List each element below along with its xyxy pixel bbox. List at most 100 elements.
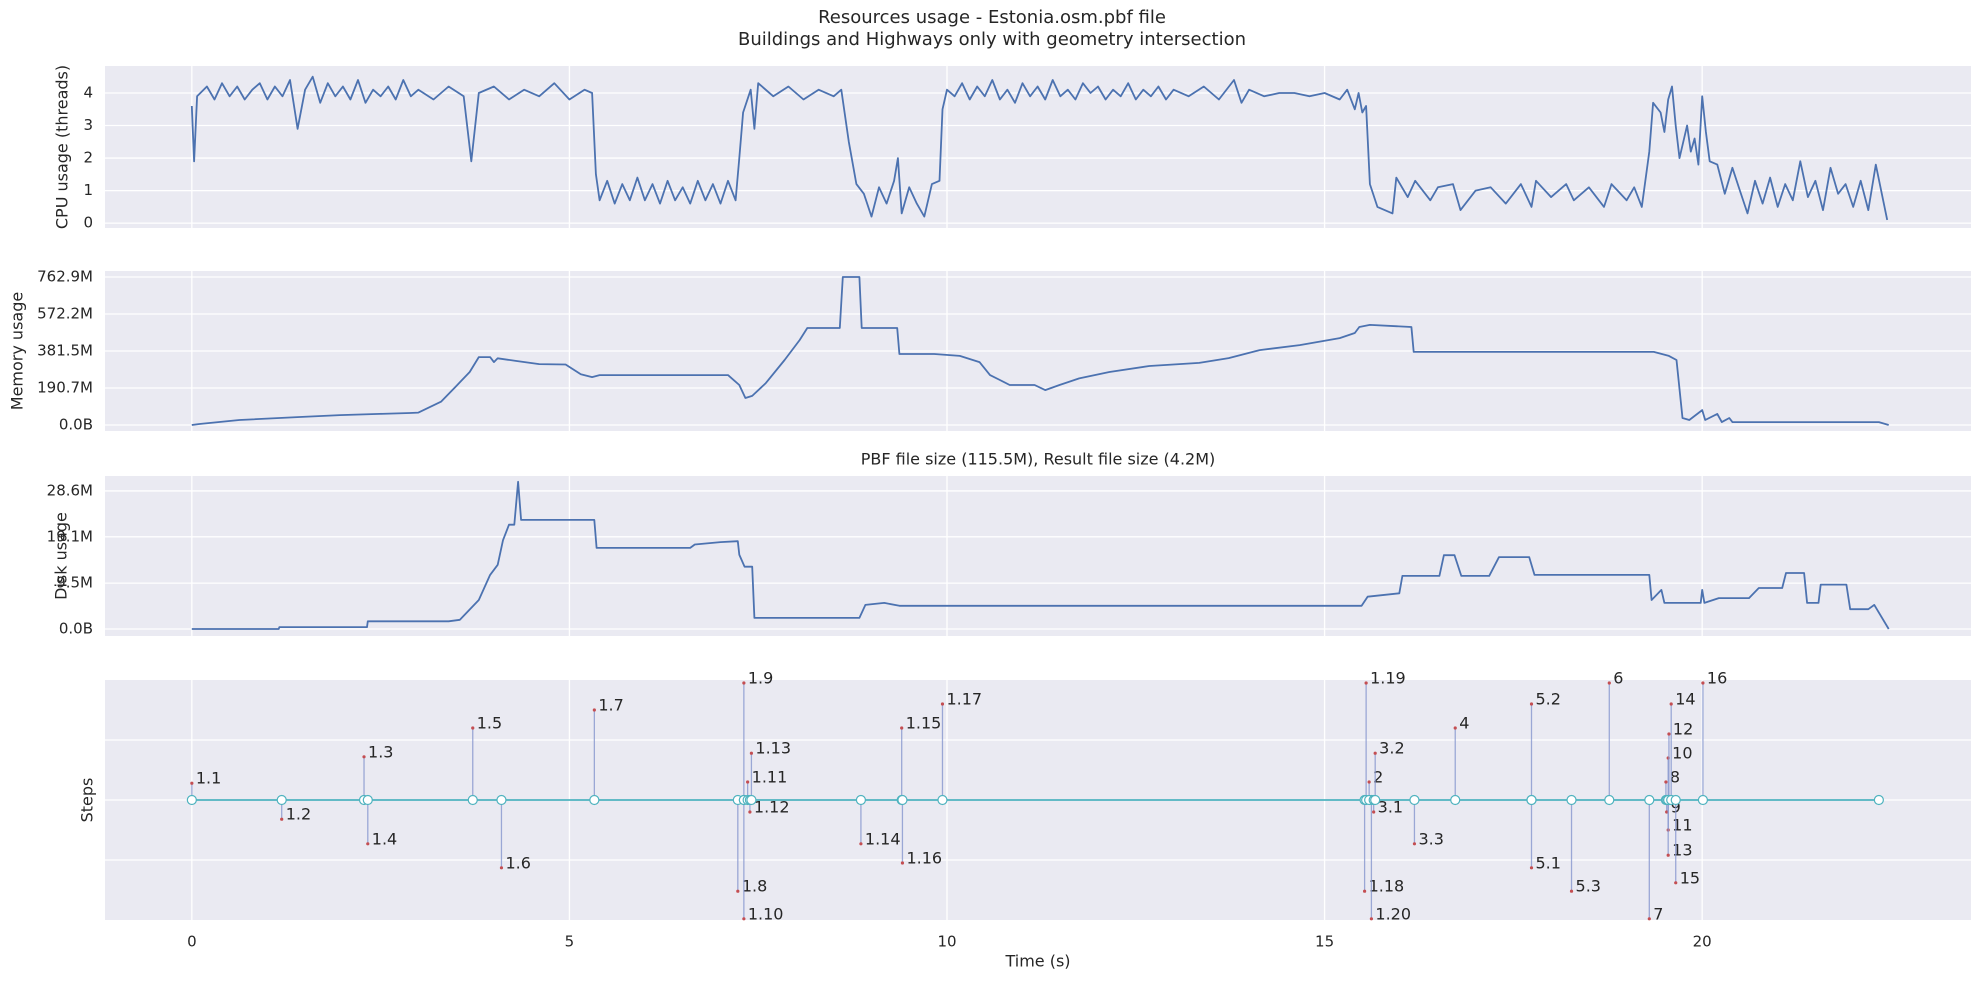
step-tip bbox=[1363, 889, 1367, 893]
step-label: 1.7 bbox=[598, 696, 623, 715]
panel: 0 1 2 3 4 CPU usage (threads) bbox=[53, 65, 1971, 232]
step-label: 2 bbox=[1373, 768, 1383, 787]
panel: 0.0B 9.5M 19.1M 28.6M Disk usage bbox=[47, 476, 1971, 638]
step-marker bbox=[1566, 794, 1577, 806]
step-marker bbox=[1409, 794, 1420, 806]
step-tip bbox=[1701, 681, 1705, 685]
step-label: 7 bbox=[1653, 904, 1663, 923]
step-label: 1.9 bbox=[748, 669, 773, 688]
y-tick-label: 3 bbox=[83, 116, 93, 134]
step-tip bbox=[1372, 810, 1376, 814]
step-tip bbox=[1367, 780, 1371, 784]
step-marker bbox=[855, 794, 867, 806]
step-label: 1.20 bbox=[1375, 904, 1411, 923]
x-tick-label: 10 bbox=[937, 933, 956, 951]
step-tip bbox=[900, 726, 904, 730]
step-marker bbox=[1697, 794, 1709, 806]
step-label: 1.14 bbox=[865, 829, 901, 848]
step-marker bbox=[1604, 794, 1615, 806]
y-axis-label: Steps bbox=[78, 778, 97, 823]
step-tip bbox=[1569, 889, 1574, 893]
step-marker bbox=[1644, 794, 1655, 806]
y-tick-label: 0.0B bbox=[59, 416, 93, 434]
step-marker bbox=[1873, 794, 1884, 806]
step-marker bbox=[362, 794, 373, 806]
step-label: 8 bbox=[1670, 768, 1680, 787]
y-tick-label: 28.6M bbox=[47, 481, 93, 499]
step-tip bbox=[900, 861, 905, 865]
y-axis-label: Memory usage bbox=[8, 292, 27, 410]
step-tip bbox=[746, 780, 750, 784]
y-axis-label: CPU usage (threads) bbox=[53, 65, 72, 229]
step-marker bbox=[1526, 794, 1537, 806]
step-tip bbox=[940, 702, 945, 706]
step-label: 12 bbox=[1673, 720, 1693, 739]
step-tip bbox=[190, 781, 194, 785]
step-label: 1.3 bbox=[368, 742, 393, 761]
y-tick-label: 19.1M bbox=[47, 527, 93, 545]
step-marker bbox=[1370, 794, 1381, 806]
step-label: 1.10 bbox=[748, 904, 784, 923]
step-label: 1.18 bbox=[1369, 877, 1405, 896]
step-label: 1.2 bbox=[286, 805, 311, 824]
y-axis-label: Disk usage bbox=[52, 512, 71, 600]
step-label: 14 bbox=[1675, 690, 1695, 709]
y-tick-label: 9.5M bbox=[56, 574, 93, 592]
step-label: 3.1 bbox=[1378, 798, 1403, 817]
step-marker bbox=[897, 794, 908, 806]
step-marker bbox=[186, 794, 197, 806]
step-marker bbox=[467, 794, 478, 806]
step-tip bbox=[742, 917, 746, 921]
step-label: 1.5 bbox=[477, 714, 502, 733]
step-label: 1.15 bbox=[906, 714, 942, 733]
step-tip bbox=[1664, 780, 1668, 784]
x-axis-label: Time (s) bbox=[1004, 952, 1070, 971]
step-label: 4 bbox=[1459, 714, 1469, 733]
step-tip bbox=[859, 842, 863, 846]
step-label: 1.16 bbox=[906, 849, 942, 868]
step-tip bbox=[1666, 853, 1670, 857]
step-tip bbox=[1667, 732, 1671, 736]
step-label: 5.2 bbox=[1535, 690, 1560, 709]
step-tip bbox=[1364, 681, 1368, 685]
step-tip bbox=[592, 708, 596, 712]
step-marker bbox=[496, 794, 507, 806]
step-label: 16 bbox=[1707, 669, 1727, 688]
x-tick-label: 15 bbox=[1315, 933, 1334, 951]
step-marker bbox=[746, 794, 757, 806]
y-tick-label: 2 bbox=[83, 149, 93, 167]
step-tip bbox=[749, 751, 754, 755]
data-line bbox=[190, 75, 1889, 221]
step-label: 1.4 bbox=[372, 829, 397, 848]
step-tip bbox=[1529, 702, 1534, 706]
step-label: 10 bbox=[1672, 744, 1692, 763]
panel: 0.0B 190.7M 381.5M 572.2M 762.9M Memory usage bbox=[8, 267, 1971, 434]
step-tip bbox=[1647, 917, 1651, 921]
step-tip bbox=[499, 866, 504, 870]
step-tip bbox=[1669, 702, 1673, 706]
step-label: 1.12 bbox=[754, 798, 790, 817]
step-tip bbox=[1453, 726, 1457, 730]
step-label: 11 bbox=[1672, 816, 1692, 835]
step-label: 5.3 bbox=[1576, 877, 1601, 896]
x-tick-label: 20 bbox=[1693, 933, 1712, 951]
step-label: 1.19 bbox=[1370, 669, 1406, 688]
y-tick-label: 762.9M bbox=[37, 267, 93, 285]
step-tip bbox=[362, 755, 366, 759]
y-tick-label: 4 bbox=[83, 84, 93, 102]
step-tip bbox=[1412, 842, 1417, 846]
step-label: 5.1 bbox=[1535, 853, 1560, 872]
step-tip bbox=[748, 810, 752, 814]
step-label: 6 bbox=[1613, 669, 1623, 688]
panel-title: PBF file size (115.5M), Result file size… bbox=[861, 450, 1216, 469]
y-tick-label: 1 bbox=[83, 181, 93, 199]
step-tip bbox=[280, 817, 284, 821]
step-label: 1.17 bbox=[946, 690, 982, 709]
step-label: 1.8 bbox=[742, 877, 767, 896]
step-tip bbox=[1665, 810, 1669, 814]
chart-title: Resources usage - Estonia.osm.pbf file bbox=[818, 7, 1166, 28]
x-tick-label: 5 bbox=[565, 933, 575, 951]
step-label: 15 bbox=[1680, 868, 1700, 887]
step-marker bbox=[589, 794, 600, 806]
